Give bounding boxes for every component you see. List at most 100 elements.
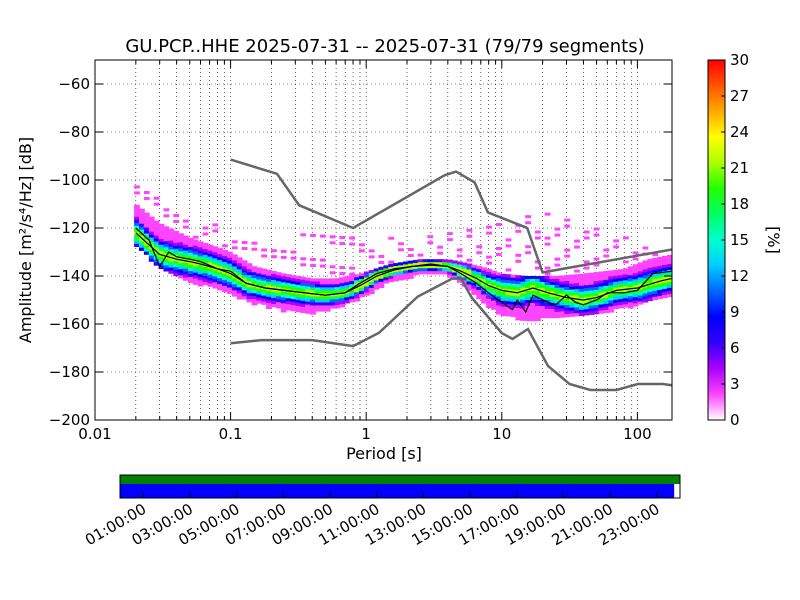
histogram-cell [618, 293, 624, 297]
histogram-cell [373, 277, 380, 281]
histogram-cell [613, 302, 619, 306]
histogram-cell [598, 280, 605, 284]
histogram-cell [559, 311, 566, 315]
histogram-outlier-cell [525, 221, 531, 225]
histogram-cell [158, 256, 165, 261]
histogram-cell [178, 275, 184, 279]
histogram-cell [217, 284, 223, 288]
histogram-cell [183, 244, 189, 248]
histogram-cell [535, 282, 541, 286]
histogram-cell [447, 262, 453, 266]
histogram-cell [134, 207, 140, 211]
histogram-cell [143, 251, 150, 255]
histogram-cell [471, 282, 478, 286]
histogram-cell [544, 279, 551, 283]
histogram-cell [290, 302, 297, 306]
histogram-cell [280, 285, 287, 289]
histogram-cell [486, 277, 492, 281]
histogram-cell [422, 271, 429, 275]
histogram-cell [202, 276, 209, 280]
histogram-outlier-cell [583, 236, 590, 240]
histogram-cell [647, 291, 654, 295]
histogram-cell [627, 278, 634, 282]
histogram-cell [618, 299, 624, 303]
histogram-cell [280, 291, 287, 295]
histogram-cell [285, 304, 292, 308]
histogram-cell [471, 285, 478, 289]
histogram-cell [583, 300, 590, 304]
colorbar-tick-label: 24 [730, 123, 749, 141]
histogram-cell [583, 282, 590, 286]
histogram-cell [432, 271, 439, 275]
histogram-outlier-cell [476, 245, 483, 249]
histogram-cell [271, 298, 277, 302]
histogram-cell [403, 276, 409, 280]
histogram-cell [275, 290, 282, 294]
histogram-cell [637, 274, 644, 278]
histogram-cell [642, 290, 649, 294]
histogram-cell [246, 284, 253, 288]
histogram-cell [520, 302, 527, 306]
histogram-cell [618, 296, 624, 300]
y-tick-label: −160 [49, 315, 90, 333]
colorbar-tick-label: 6 [730, 339, 740, 357]
histogram-cell [148, 252, 155, 256]
histogram-cell [192, 275, 199, 279]
histogram-cell [148, 249, 155, 253]
histogram-cell [236, 272, 243, 276]
histogram-cell [652, 257, 659, 261]
histogram-cell [246, 272, 253, 276]
histogram-cell [359, 294, 365, 298]
histogram-outlier-cell [447, 232, 453, 236]
histogram-outlier-cell [183, 219, 189, 223]
histogram-cell [373, 271, 380, 275]
histogram-cell [515, 296, 522, 300]
histogram-outlier-cell [505, 268, 512, 272]
histogram-cell [574, 304, 580, 308]
histogram-cell [491, 300, 497, 304]
histogram-outlier-cell [398, 242, 404, 246]
histogram-cell [310, 296, 316, 300]
histogram-cell [153, 259, 160, 263]
histogram-outlier-cell [300, 257, 307, 261]
histogram-cell [588, 272, 595, 276]
histogram-cell [354, 277, 360, 281]
histogram-cell [530, 309, 536, 313]
histogram-cell [251, 287, 258, 291]
histogram-outlier-cell [476, 251, 483, 255]
histogram-cell [466, 278, 473, 282]
histogram-cell [143, 221, 150, 225]
histogram-cell [261, 295, 267, 299]
histogram-cell [535, 285, 541, 289]
histogram-cell [305, 304, 311, 308]
histogram-cell [217, 278, 223, 282]
histogram-cell [549, 300, 556, 304]
histogram-cell [217, 263, 223, 267]
histogram-cell [476, 269, 483, 273]
histogram-cell [495, 272, 502, 276]
histogram-cell [535, 276, 541, 280]
histogram-cell [554, 314, 561, 319]
histogram-cell [168, 240, 175, 244]
histogram-cell [447, 274, 453, 278]
histogram-cell [227, 254, 233, 258]
histogram-cell [505, 277, 512, 281]
histogram-cell [515, 293, 522, 297]
histogram-cell [515, 311, 522, 315]
histogram-outlier-cell [251, 241, 258, 245]
histogram-cell [231, 290, 238, 294]
histogram-cell [662, 279, 668, 284]
histogram-cell [647, 267, 654, 271]
histogram-cell [368, 285, 375, 289]
histogram-cell [139, 247, 145, 251]
histogram-cell [422, 268, 429, 272]
histogram-outlier-cell [495, 253, 502, 256]
histogram-outlier-cell [642, 246, 649, 250]
histogram-cell [471, 264, 478, 268]
histogram-cell [197, 271, 204, 275]
histogram-cell [187, 261, 194, 266]
histogram-cell [241, 293, 248, 297]
histogram-cell [652, 263, 659, 267]
histogram-cell [574, 295, 580, 299]
histogram-cell [632, 264, 639, 268]
